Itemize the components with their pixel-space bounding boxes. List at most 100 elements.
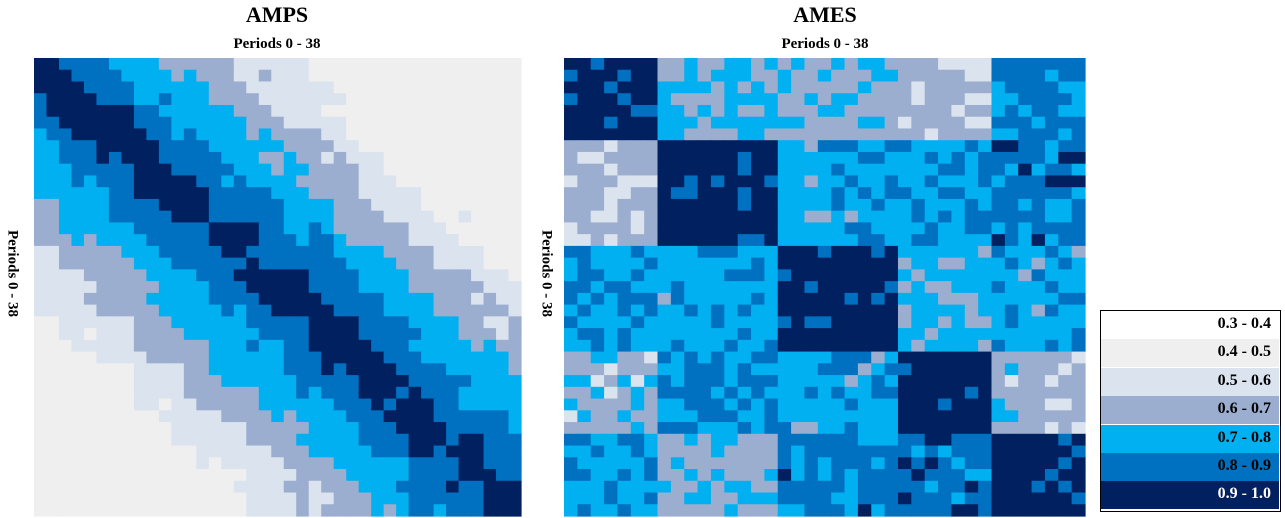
heatmap-cell	[196, 445, 210, 458]
heatmap-cell	[71, 257, 85, 270]
heatmap-cell	[508, 163, 522, 177]
heatmap-cell	[697, 81, 712, 94]
heatmap-cell	[46, 222, 60, 235]
heatmap-cell	[924, 281, 939, 294]
heatmap-cell	[246, 269, 260, 282]
heatmap-cell	[358, 257, 372, 270]
heatmap-cell	[577, 316, 592, 329]
heatmap-cell	[777, 281, 792, 294]
heatmap-cell	[871, 175, 886, 188]
heatmap-cell	[121, 104, 135, 118]
heatmap-cell	[396, 422, 410, 435]
heatmap-cell	[938, 457, 953, 470]
heatmap-cell	[684, 457, 699, 470]
heatmap-cell	[604, 492, 619, 505]
heatmap-cell	[817, 93, 832, 106]
heatmap-cell	[710, 492, 725, 505]
heatmap-cell	[471, 175, 485, 188]
heatmap-cell	[791, 187, 806, 200]
heatmap-cell	[158, 492, 172, 505]
heatmap-cell	[333, 128, 347, 141]
heatmap-cell	[564, 433, 578, 447]
heatmap-cell	[670, 281, 685, 294]
heatmap-cell	[911, 398, 926, 411]
heatmap-cell	[121, 187, 135, 200]
heatmap-cell	[897, 187, 912, 200]
heatmap-cell	[978, 351, 993, 364]
heatmap-cell	[564, 375, 578, 388]
heatmap-cell	[617, 234, 632, 247]
heatmap-cell	[133, 245, 147, 259]
heatmap-cell	[737, 351, 752, 364]
heatmap-cell	[1018, 81, 1033, 94]
heatmap-cell	[684, 304, 699, 317]
heatmap-cell	[684, 163, 699, 177]
heatmap-cell	[396, 339, 410, 353]
heatmap-cell	[630, 492, 645, 505]
heatmap-cell	[333, 339, 347, 353]
heatmap-cell	[246, 457, 260, 470]
heatmap-cell	[657, 116, 672, 130]
heatmap-cell	[577, 210, 592, 224]
heatmap-cell	[1031, 140, 1046, 153]
heatmap-cell	[791, 375, 806, 388]
heatmap-cell	[1004, 116, 1019, 130]
heatmap-cell	[644, 433, 659, 447]
heatmap-cell	[938, 210, 953, 224]
heatmap-cell	[897, 422, 912, 435]
heatmap-cell	[844, 386, 859, 400]
heatmap-cell	[1004, 351, 1019, 364]
heatmap-cell	[831, 422, 846, 435]
heatmap-cell	[938, 304, 953, 317]
heatmap-cell	[258, 469, 272, 482]
heatmap-cell	[1058, 198, 1073, 212]
heatmap-cell	[884, 328, 899, 341]
heatmap-cell	[358, 398, 372, 411]
heatmap-cell	[831, 304, 846, 317]
heatmap-cell	[884, 445, 899, 458]
heatmap-cell	[96, 328, 110, 341]
heatmap-cell	[911, 210, 926, 224]
heatmap-cell	[991, 234, 1006, 247]
heatmap-cell	[421, 339, 435, 353]
heatmap-cell	[604, 410, 619, 423]
heatmap-cell	[564, 269, 578, 282]
heatmap-cell	[183, 257, 197, 270]
heatmap-cell	[383, 140, 397, 153]
heatmap-cell	[233, 328, 247, 341]
heatmap-cell	[396, 269, 410, 282]
heatmap-cell	[751, 257, 765, 270]
heatmap-cell	[724, 210, 739, 224]
heatmap-cell	[710, 422, 725, 435]
heatmap-cell	[670, 151, 685, 165]
heatmap-cell	[34, 163, 48, 177]
heatmap-cell	[804, 480, 819, 494]
heatmap-cell	[371, 457, 385, 470]
heatmap-cell	[308, 128, 322, 141]
heatmap-cell	[96, 93, 110, 106]
heatmap-cell	[737, 422, 752, 435]
heatmap-cell	[1031, 445, 1046, 458]
heatmap-cell	[171, 469, 185, 482]
heatmap-cell	[1031, 492, 1046, 505]
heatmap-cell	[271, 116, 285, 130]
heatmap-cell	[358, 198, 372, 212]
heatmap-cell	[564, 187, 578, 200]
heatmap-cell	[371, 316, 385, 329]
heatmap-cell	[857, 386, 872, 400]
heatmap-cell	[1004, 151, 1019, 165]
heatmap-cell	[171, 140, 185, 153]
heatmap-cell	[938, 245, 953, 259]
heatmap-cell	[604, 140, 619, 153]
heatmap-cell	[508, 281, 522, 294]
heatmap-cell	[246, 410, 260, 423]
heatmap-cell	[58, 398, 73, 411]
heatmap-cell	[1018, 339, 1033, 353]
heatmap-cell	[121, 234, 135, 247]
heatmap-cell	[71, 163, 85, 177]
heatmap-cell	[221, 175, 235, 188]
heatmap-cell	[308, 58, 322, 71]
heatmap-cell	[991, 104, 1006, 118]
heatmap-cell	[697, 328, 712, 341]
heatmap-cell	[644, 245, 659, 259]
